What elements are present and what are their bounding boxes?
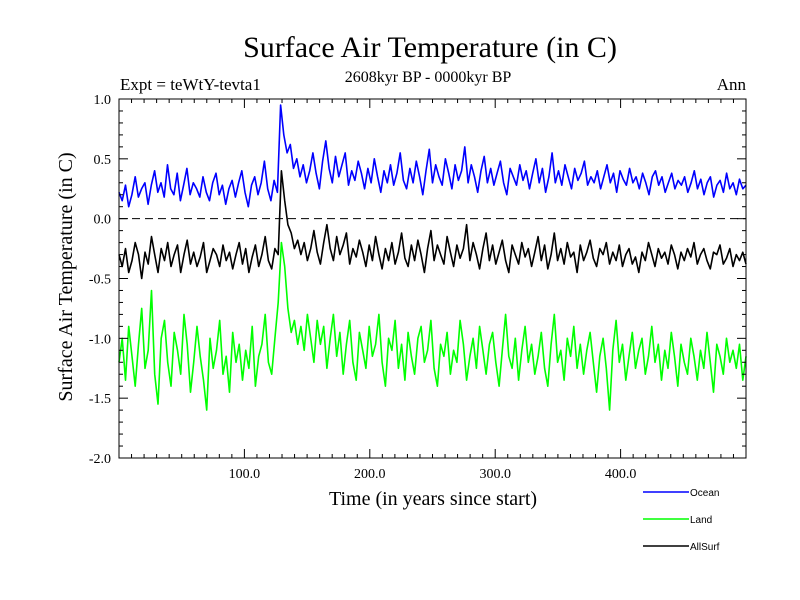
x-tick-label: 300.0 [479, 467, 511, 482]
legend-label-land: Land [690, 515, 712, 526]
plot-area [118, 104, 747, 411]
series-line-ocean [118, 104, 747, 208]
series-line-allsurf [118, 170, 747, 280]
plot-frame [118, 98, 747, 459]
y-tick-label: 1.0 [94, 93, 112, 108]
y-tick-label: 0.5 [94, 153, 112, 168]
x-axis-label: Time (in years since start) [329, 488, 537, 510]
chart-title: Surface Air Temperature (in C) [243, 31, 617, 64]
y-tick-label: -2.0 [89, 452, 111, 467]
axes: 100.0 200.0 300.0 400.0 -2.0 -1.5 -1.0 -0.5 0.0 0… [89, 93, 747, 482]
x-tick-label: 200.0 [354, 467, 386, 482]
legend-label-allsurf: AllSurf [690, 542, 720, 553]
season-label: Ann [717, 75, 747, 94]
chart-subtitle: 2608kyr BP - 0000kyr BP [345, 69, 512, 86]
y-tick-label: -1.0 [89, 332, 111, 347]
x-tick-label: 400.0 [605, 467, 637, 482]
legend-label-ocean: Ocean [690, 488, 719, 499]
y-tick-label: -1.5 [89, 392, 111, 407]
x-tick-label: 100.0 [229, 467, 261, 482]
y-tick-label: -0.5 [89, 273, 111, 288]
experiment-label: Expt = teWtY-tevta1 [120, 75, 261, 94]
y-axis-label: Surface Air Temperature (in C) [55, 152, 77, 401]
y-tick-label: 0.0 [94, 213, 112, 228]
legend: Ocean Land AllSurf [643, 488, 720, 553]
series-line-land [118, 241, 747, 411]
